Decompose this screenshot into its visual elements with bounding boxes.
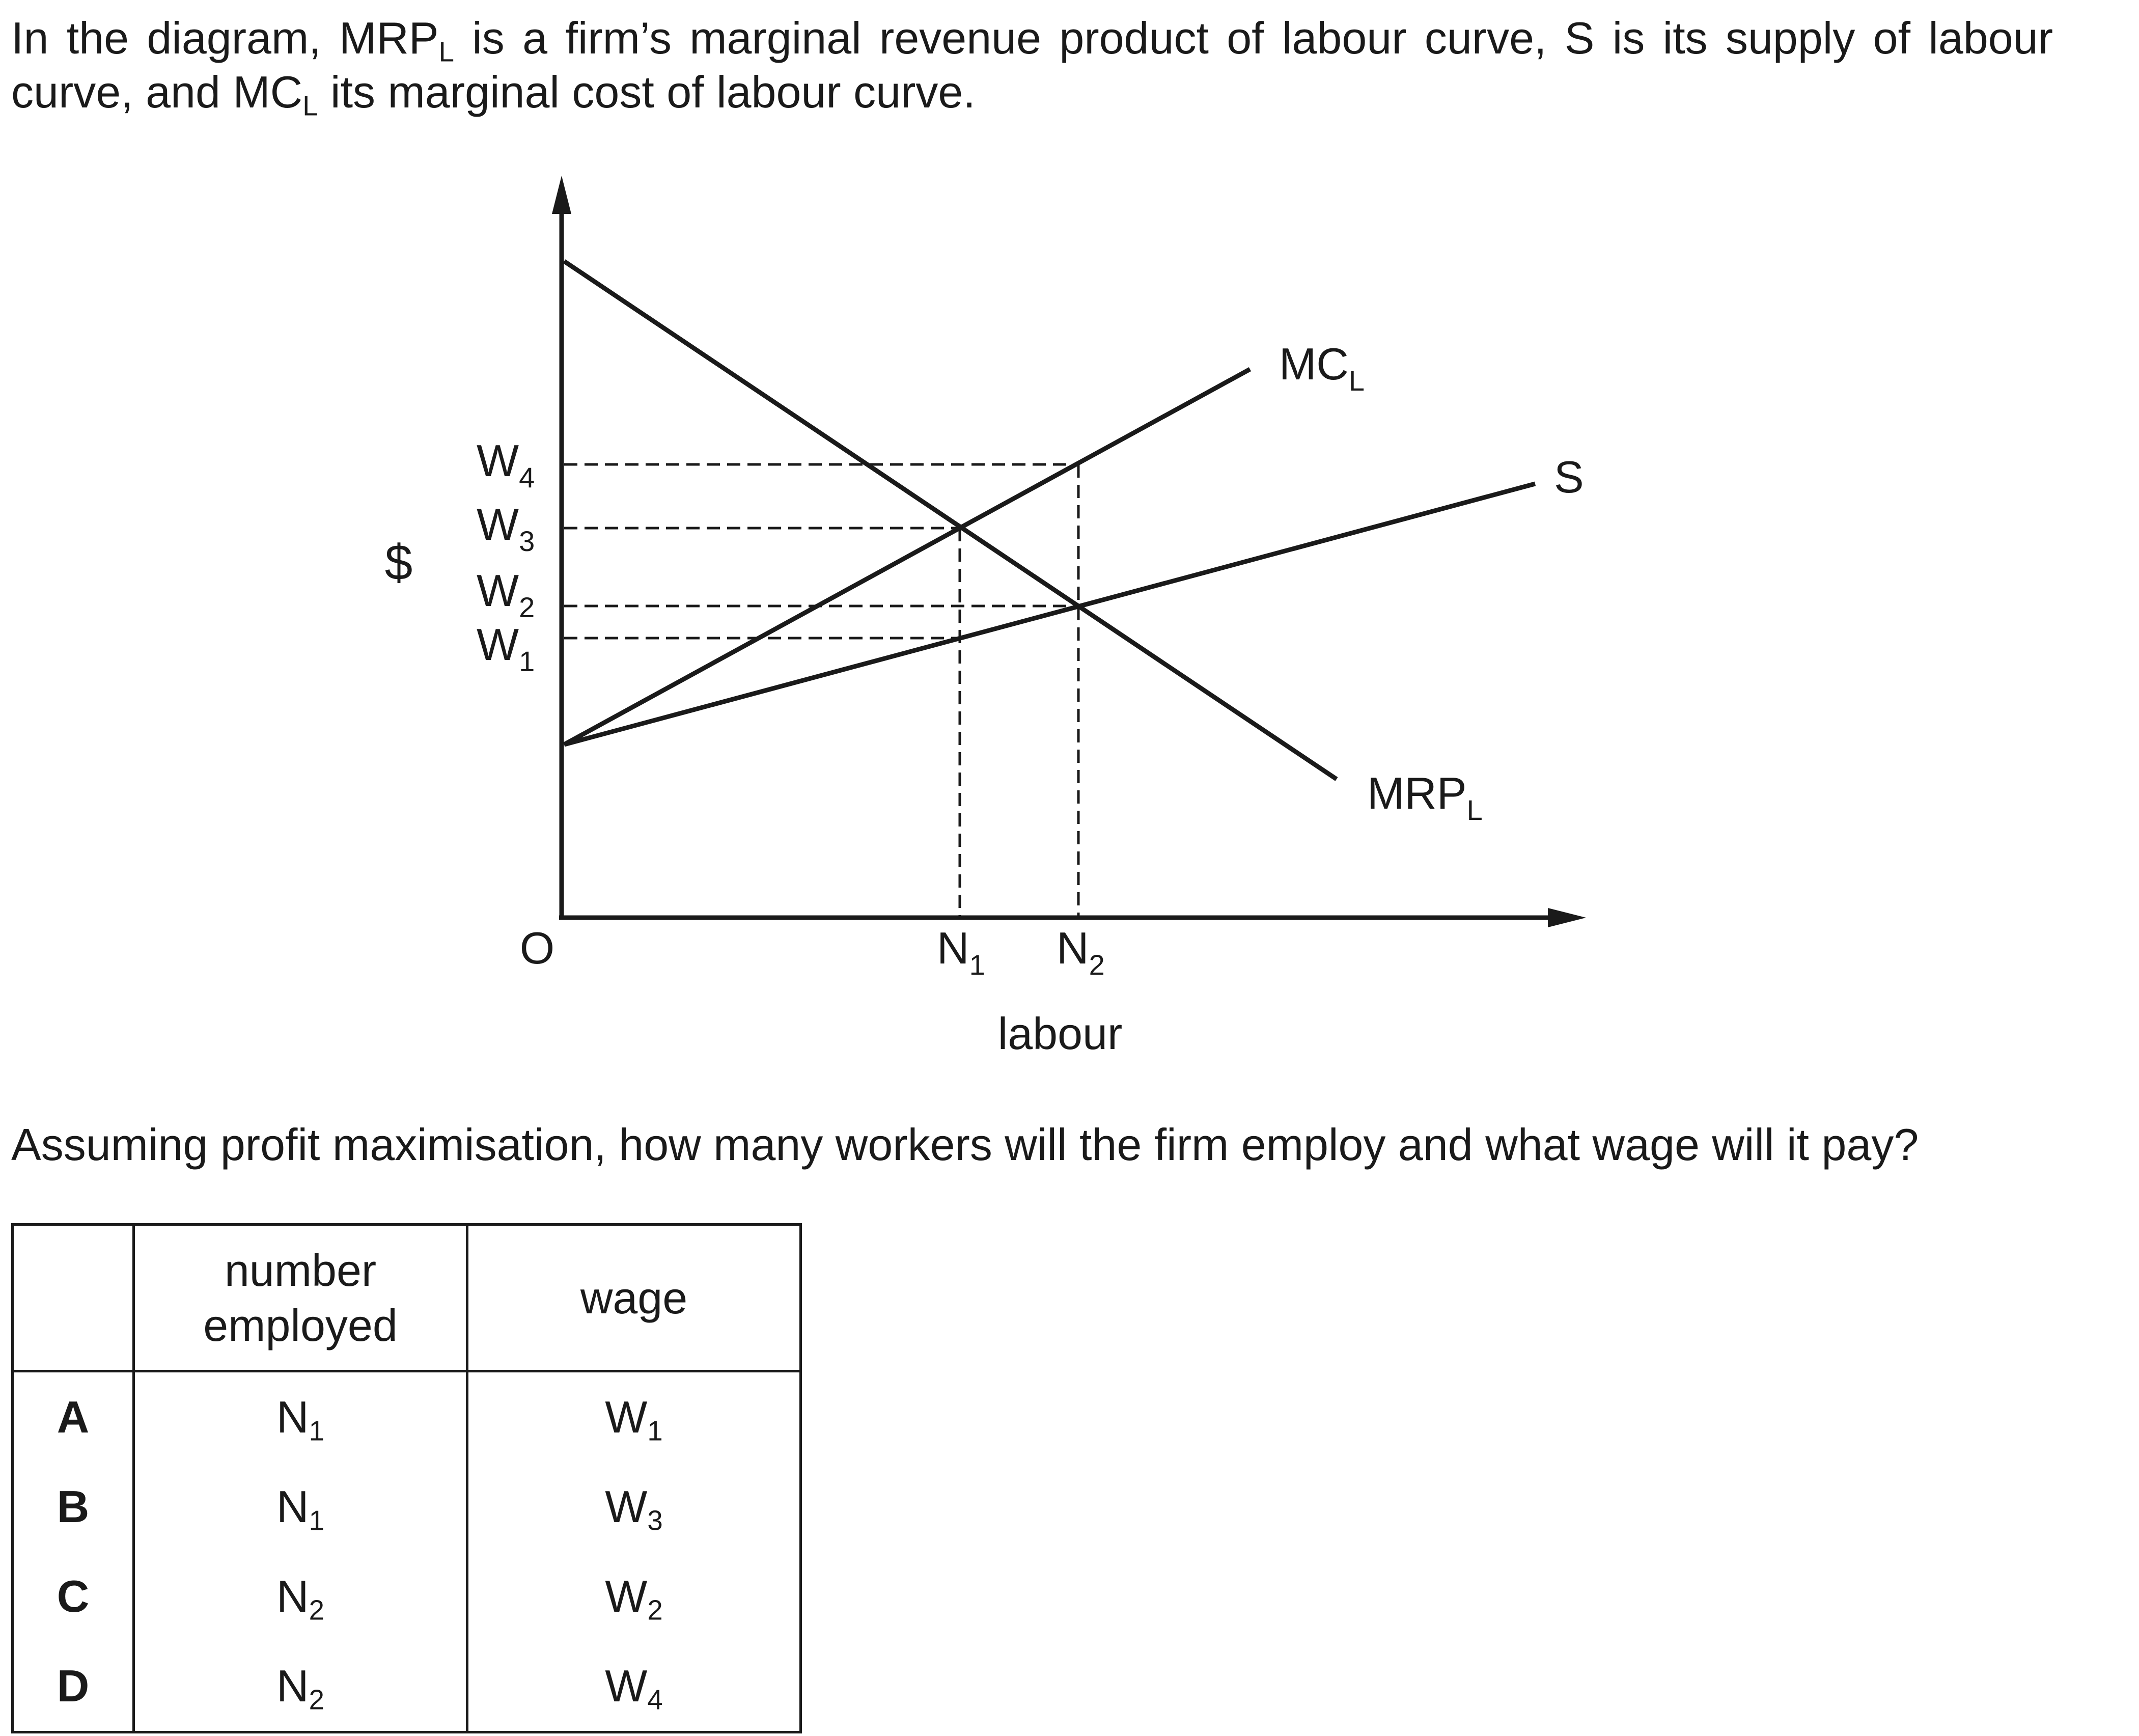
n-base: N bbox=[276, 1481, 309, 1532]
answer-options-table: number employed wage A N1 W1 B N1 W3 C N… bbox=[11, 1223, 802, 1733]
option-wage: W2 bbox=[467, 1552, 801, 1641]
w4-label: W4 bbox=[477, 435, 535, 493]
mrpl-curve-label: MRPL bbox=[1367, 768, 1483, 826]
stem-text-3: its marginal cost of labour curve. bbox=[318, 67, 976, 117]
w4-label-base: W bbox=[477, 435, 519, 486]
stem-subscript-1: L bbox=[438, 36, 454, 68]
stem-text-1: In the diagram, MRP bbox=[11, 13, 439, 63]
w1-label-base: W bbox=[477, 619, 519, 670]
mrpl-label-base: MRP bbox=[1367, 768, 1467, 818]
n-sub: 1 bbox=[309, 1415, 324, 1447]
n1-label: N1 bbox=[937, 923, 985, 981]
table-header-row: number employed wage bbox=[12, 1224, 801, 1372]
y-axis-label: $ bbox=[385, 534, 413, 590]
option-letter: C bbox=[12, 1552, 135, 1641]
y-axis-arrowhead bbox=[552, 176, 571, 214]
mrpl-curve bbox=[563, 259, 1338, 781]
header-number-line1: number bbox=[224, 1245, 377, 1296]
w-base: W bbox=[605, 1661, 648, 1711]
option-number-employed: N1 bbox=[133, 1462, 468, 1552]
w-sub: 3 bbox=[647, 1505, 663, 1536]
w-base: W bbox=[605, 1392, 648, 1442]
w3-label-base: W bbox=[477, 499, 519, 549]
n2-label: N2 bbox=[1057, 923, 1105, 981]
w4-label-sub: 4 bbox=[519, 461, 535, 493]
supply-curve bbox=[563, 481, 1536, 747]
n1-label-base: N bbox=[937, 923, 969, 973]
option-row-b[interactable]: B N1 W3 bbox=[12, 1462, 801, 1552]
w-base: W bbox=[605, 1571, 648, 1621]
w1-label: W1 bbox=[477, 619, 535, 677]
option-letter: D bbox=[12, 1641, 135, 1732]
option-number-employed: N1 bbox=[133, 1371, 468, 1462]
supply-label-base: S bbox=[1554, 452, 1584, 502]
n2-label-base: N bbox=[1057, 923, 1089, 973]
w-sub: 4 bbox=[647, 1684, 663, 1716]
option-wage: W1 bbox=[467, 1371, 801, 1463]
n-sub: 2 bbox=[309, 1594, 324, 1626]
mcl-curve bbox=[563, 367, 1252, 747]
origin-label: O bbox=[520, 923, 554, 973]
w2-label-sub: 2 bbox=[519, 591, 535, 623]
option-number-employed: N2 bbox=[133, 1641, 468, 1732]
w-base: W bbox=[605, 1481, 648, 1532]
stem-text-2: is a firm’s marginal revenue product of … bbox=[11, 13, 2053, 117]
option-wage: W3 bbox=[467, 1462, 801, 1552]
option-number-employed: N2 bbox=[133, 1552, 468, 1641]
header-blank-cell bbox=[12, 1224, 135, 1372]
w2-label: W2 bbox=[477, 565, 535, 623]
w-sub: 2 bbox=[647, 1594, 663, 1626]
w2-label-base: W bbox=[477, 565, 519, 616]
w3-label: W3 bbox=[477, 499, 535, 557]
header-wage: wage bbox=[467, 1224, 801, 1372]
n-sub: 2 bbox=[309, 1684, 324, 1716]
w3-label-sub: 3 bbox=[519, 525, 535, 557]
x-axis-arrowhead bbox=[1548, 908, 1586, 927]
option-letter: A bbox=[12, 1371, 135, 1462]
option-row-c[interactable]: C N2 W2 bbox=[12, 1552, 801, 1641]
option-letter: B bbox=[12, 1462, 135, 1552]
n-base: N bbox=[276, 1571, 309, 1621]
n-sub: 1 bbox=[309, 1505, 324, 1536]
option-row-d[interactable]: D N2 W4 bbox=[12, 1641, 801, 1732]
mcl-label-base: MC bbox=[1279, 339, 1349, 389]
w1-label-sub: 1 bbox=[519, 645, 535, 677]
n-base: N bbox=[276, 1392, 309, 1442]
question-stem: In the diagram, MRPL is a firm’s margina… bbox=[11, 11, 2053, 122]
mrpl-label-sub: L bbox=[1467, 794, 1483, 826]
header-number-employed: number employed bbox=[133, 1224, 468, 1372]
n2-label-sub: 2 bbox=[1089, 949, 1105, 981]
w-sub: 1 bbox=[647, 1415, 663, 1447]
x-axis-label: labour bbox=[998, 1008, 1123, 1059]
option-row-a[interactable]: A N1 W1 bbox=[12, 1371, 801, 1463]
labour-market-diagram: $ O labour W4 W3 W2 W1 N1 N2 MCL S MRPL bbox=[385, 176, 1586, 1059]
stem-subscript-2: L bbox=[302, 90, 318, 122]
n-base: N bbox=[276, 1661, 309, 1711]
option-wage: W4 bbox=[467, 1641, 801, 1732]
mcl-label-sub: L bbox=[1349, 365, 1365, 397]
header-number-line2: employed bbox=[203, 1300, 398, 1351]
mcl-curve-label: MCL bbox=[1279, 339, 1365, 397]
supply-curve-label: S bbox=[1554, 452, 1584, 502]
question-prompt: Assuming profit maximisation, how many w… bbox=[11, 1119, 1919, 1170]
n1-label-sub: 1 bbox=[969, 949, 985, 981]
